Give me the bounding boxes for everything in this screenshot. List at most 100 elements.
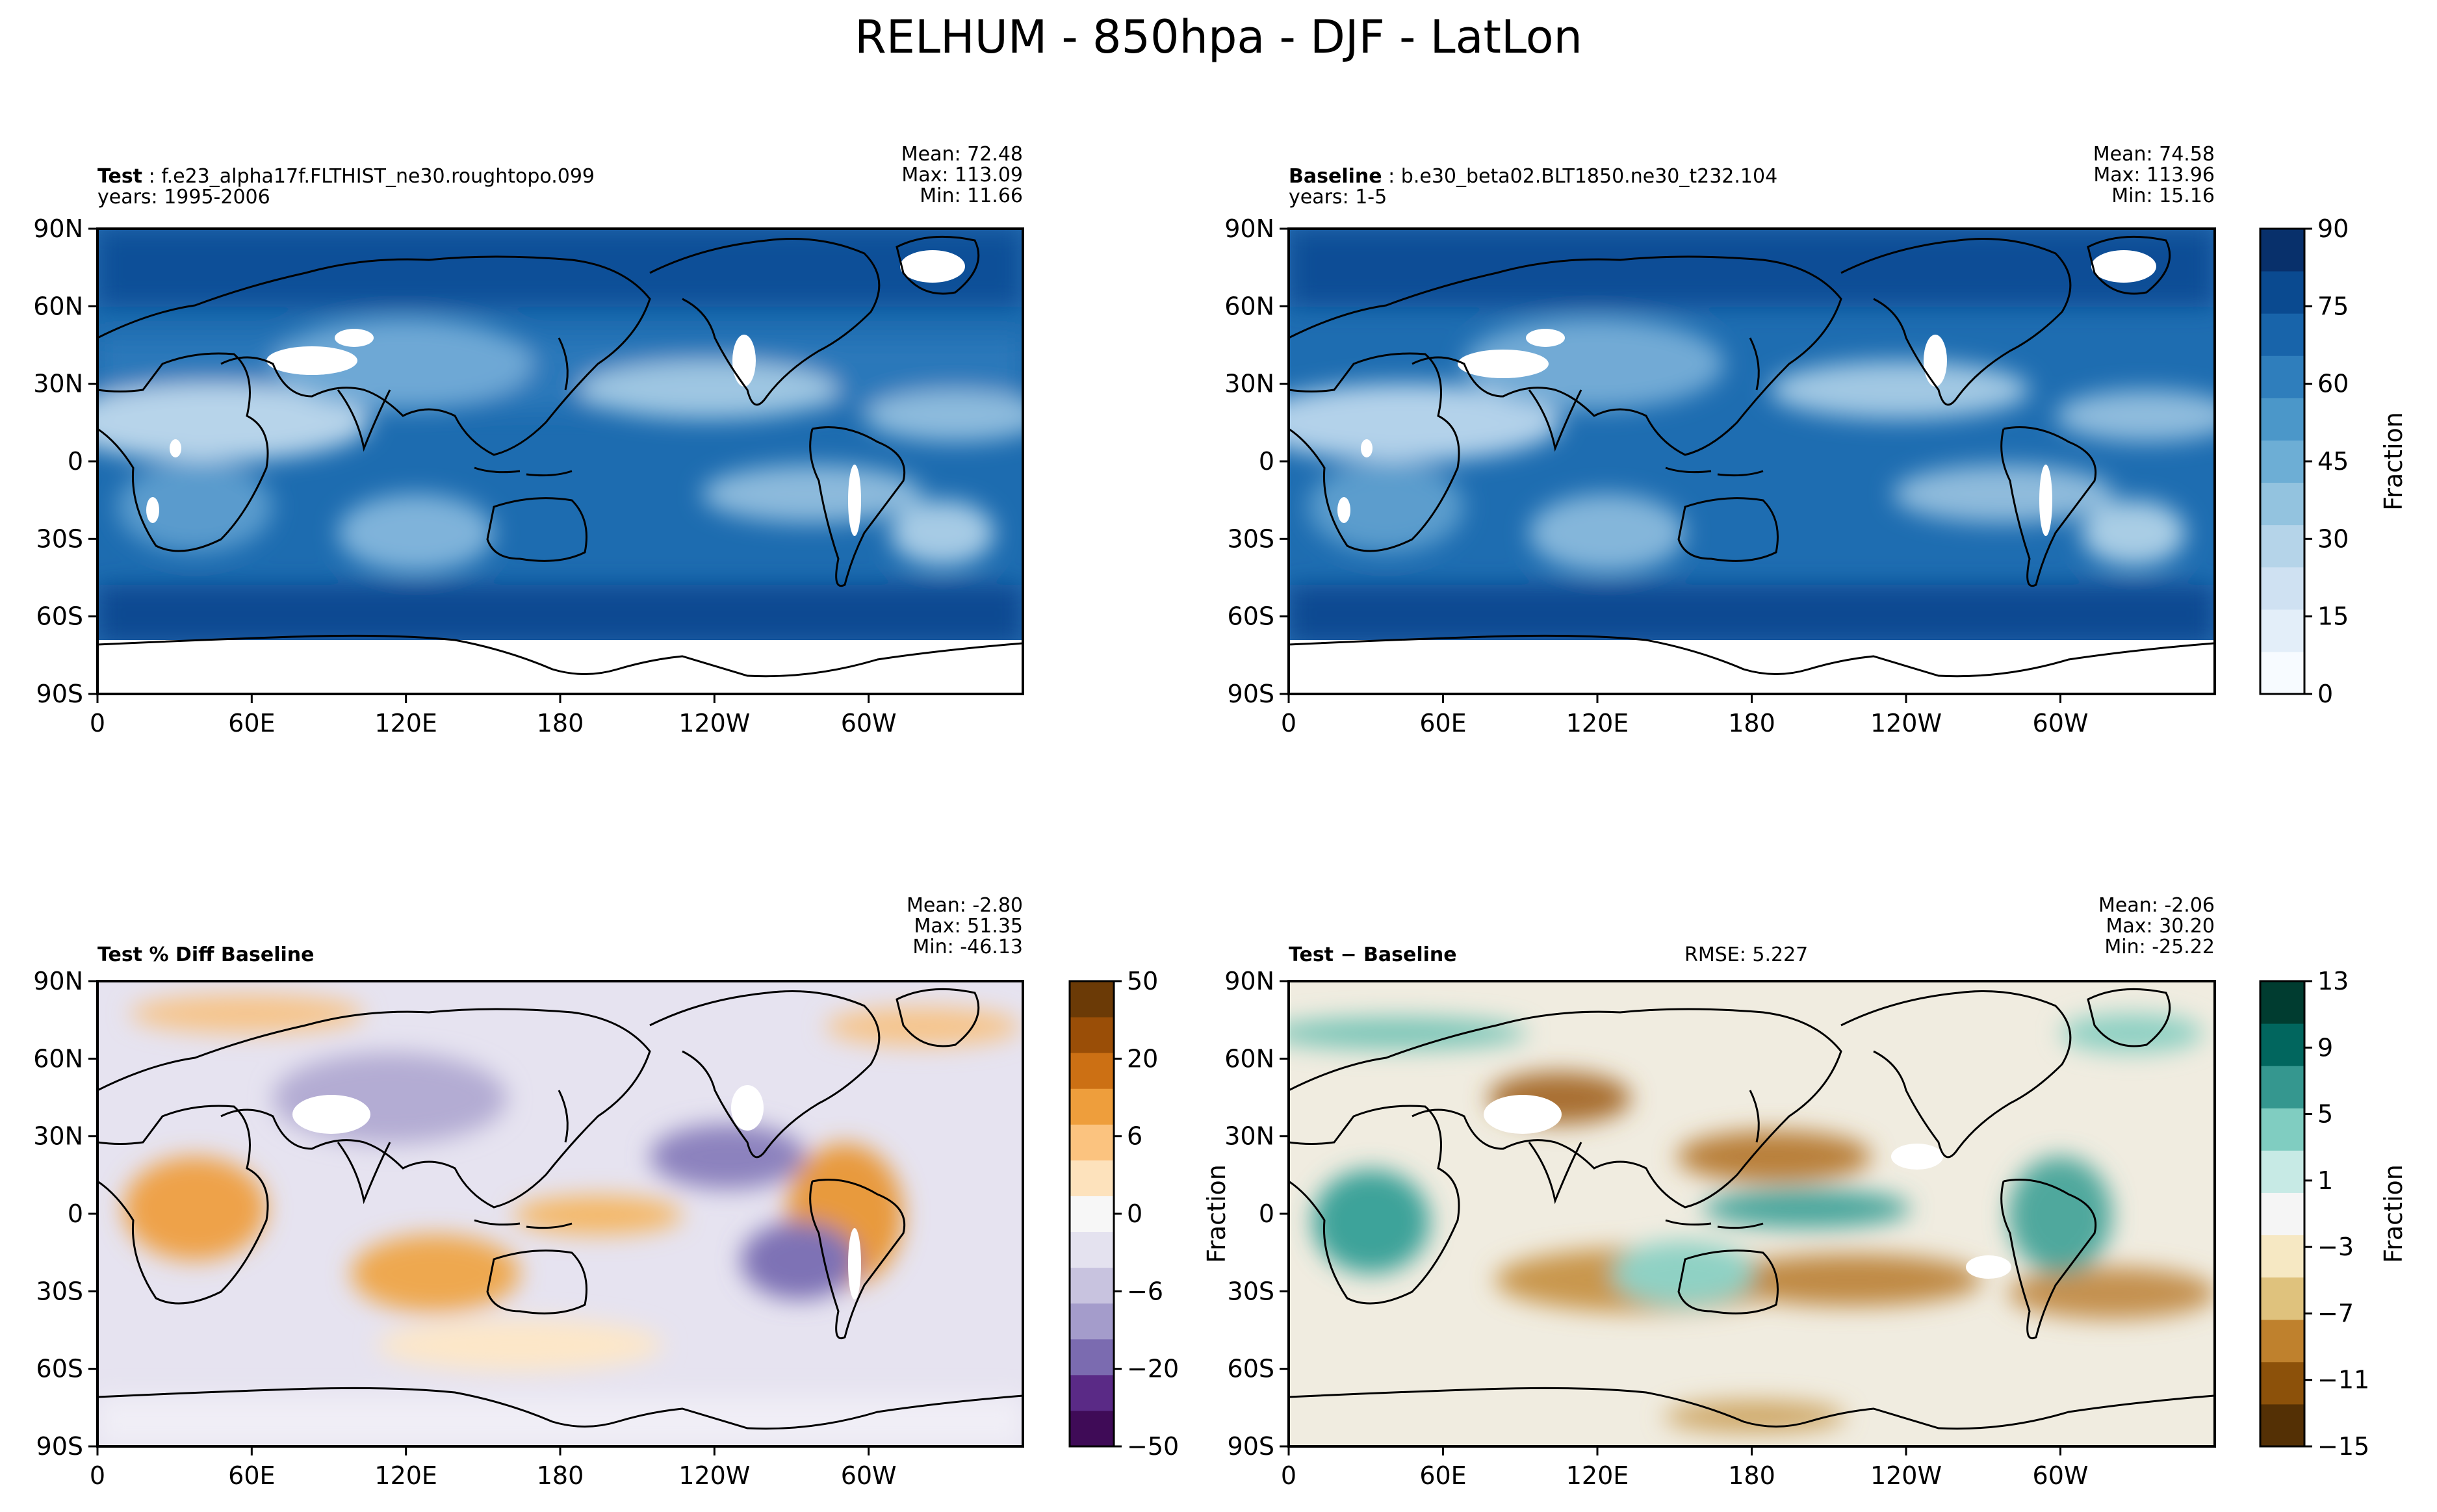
baseline-lon-tick-label: 120E xyxy=(1566,709,1629,737)
diff-colorbar-swatch xyxy=(2260,1192,2304,1236)
test-years: years: 1995-2006 xyxy=(97,186,270,209)
diff-mean: Mean: -2.06 xyxy=(2098,894,2215,917)
abs-colorbar-tick-label: 75 xyxy=(2317,292,2349,320)
baseline-max: Max: 113.96 xyxy=(2093,164,2215,186)
abs-colorbar-swatch xyxy=(2260,609,2304,652)
diff-colorbar-swatch xyxy=(2260,1403,2304,1447)
diff-lon-tick-label: 0 xyxy=(1281,1461,1296,1490)
pct-diff-lat-tick-label: 0 xyxy=(68,1199,83,1228)
pct-diff-lon-tick-label: 120E xyxy=(374,1461,437,1490)
pct-diff-lon-tick-label: 60W xyxy=(841,1461,897,1490)
pct-diff-lat-tick-label: 60N xyxy=(33,1044,83,1073)
test-lon-tick-label: 120E xyxy=(374,709,437,737)
diff-lat-tick-label: 30S xyxy=(1228,1277,1274,1305)
baseline-years: years: 1-5 xyxy=(1289,186,1387,209)
pct-colorbar-tick-label: 20 xyxy=(1127,1044,1158,1073)
pct-colorbar-swatch xyxy=(1070,981,1114,1018)
abs-colorbar-swatch xyxy=(2260,229,2304,272)
diff-ylabel: Fraction xyxy=(1202,1164,1231,1263)
pct-colorbar-tick-label: −20 xyxy=(1127,1355,1179,1383)
baseline-lon-tick-label: 60W xyxy=(2033,709,2089,737)
diff-lon-tick-label: 60W xyxy=(2033,1461,2089,1490)
pct-colorbar-swatch xyxy=(1070,1160,1114,1196)
test-lat-tick-label: 90S xyxy=(36,680,83,708)
test-lon-tick-label: 180 xyxy=(537,709,584,737)
pct-diff-map xyxy=(97,981,1023,1446)
pct-diff-lat-tick-label: 90S xyxy=(36,1432,83,1461)
test-lat-tick-label: 30N xyxy=(33,370,83,398)
pct-diff-max: Max: 51.35 xyxy=(914,915,1023,938)
pct-colorbar-swatch xyxy=(1070,1303,1114,1340)
baseline-lat-tick-label: 30S xyxy=(1228,524,1274,553)
diff-lat-tick-label: 60S xyxy=(1228,1355,1274,1383)
pct-colorbar-tick-label: −6 xyxy=(1127,1277,1163,1305)
pct-diff-label: Test % Diff Baseline xyxy=(97,943,315,966)
test-case-name: f.e23_alpha17f.FLTHIST_ne30.roughtopo.09… xyxy=(161,165,595,188)
diff-colorbar-label: Fraction xyxy=(2379,1164,2408,1263)
diff-colorbar-tick-label: 1 xyxy=(2317,1166,2333,1195)
diff-colorbar-tick-label: −15 xyxy=(2317,1432,2369,1461)
figure-title: RELHUM - 850hpa - DJF - LatLon xyxy=(855,10,1582,64)
abs-colorbar-swatch xyxy=(2260,567,2304,610)
pct-colorbar-swatch xyxy=(1070,1410,1114,1447)
diff-colorbar-swatch xyxy=(2260,1108,2304,1151)
baseline-lon-tick-label: 120W xyxy=(1870,709,1942,737)
test-lon-tick-label: 60W xyxy=(841,709,897,737)
abs-colorbar-tick-label: 45 xyxy=(2317,447,2349,476)
diff-colorbar-tick-label: 9 xyxy=(2317,1033,2333,1062)
pct-diff-mean: Mean: -2.80 xyxy=(906,894,1023,917)
abs-colorbar-tick-label: 90 xyxy=(2317,214,2349,243)
diff-label: Test − Baseline xyxy=(1289,943,1457,966)
test-lon-tick-label: 0 xyxy=(90,709,105,737)
test-lat-tick-label: 90N xyxy=(33,214,83,243)
baseline-lat-tick-label: 60S xyxy=(1228,602,1274,631)
abs-colorbar-swatch xyxy=(2260,440,2304,483)
pct-diff-lat-tick-label: 60S xyxy=(36,1355,83,1383)
baseline-lat-tick-label: 90S xyxy=(1228,680,1274,708)
diff-lon-tick-label: 60E xyxy=(1419,1461,1466,1490)
diff-colorbar-tick-label: 13 xyxy=(2317,967,2349,995)
diff-colorbar-swatch xyxy=(2260,981,2304,1024)
diff-colorbar-tick-label: 5 xyxy=(2317,1100,2333,1129)
pct-colorbar-tick-label: 0 xyxy=(1127,1199,1142,1228)
diff-stats: Mean: -2.06 Max: 30.20 Min: -25.22 xyxy=(2024,895,2215,958)
abs-colorbar-tick-label: 60 xyxy=(2317,370,2349,398)
abs-colorbar-swatch xyxy=(2260,482,2304,526)
baseline-case-name: b.e30_beta02.BLT1850.ne30_t232.104 xyxy=(1400,165,1778,188)
diff-colorbar-tick-label: −7 xyxy=(2317,1299,2354,1327)
pct-diff-header: Test % Diff Baseline xyxy=(97,945,315,966)
abs-colorbar-swatch xyxy=(2260,651,2304,695)
diff-map xyxy=(1289,981,2215,1446)
diff-lat-tick-label: 90S xyxy=(1228,1432,1274,1461)
abs-colorbar-swatch xyxy=(2260,398,2304,441)
diff-header: Test − Baseline xyxy=(1289,945,1457,966)
test-map xyxy=(97,229,1023,694)
diff-colorbar-tick-label: −3 xyxy=(2317,1233,2354,1261)
baseline-mean: Mean: 74.58 xyxy=(2093,143,2215,166)
pct-colorbar-tick-label: 50 xyxy=(1127,967,1158,995)
baseline-lon-tick-label: 180 xyxy=(1728,709,1775,737)
test-header: Test : f.e23_alpha17f.FLTHIST_ne30.rough… xyxy=(97,165,595,209)
pct-colorbar-swatch xyxy=(1070,1339,1114,1376)
diff-lon-tick-label: 180 xyxy=(1728,1461,1775,1490)
abs-colorbar-tick-label: 0 xyxy=(2317,680,2333,708)
pct-colorbar-tick-label: −50 xyxy=(1127,1432,1179,1461)
baseline-lon-tick-label: 60E xyxy=(1419,709,1466,737)
diff-colorbar-swatch xyxy=(2260,1066,2304,1108)
baseline-lat-tick-label: 60N xyxy=(1224,292,1274,320)
colorbar-diff: −15 −11 −7 −3 1 5 9 13 Fraction xyxy=(2259,967,2408,1461)
test-min: Min: 11.66 xyxy=(920,185,1023,207)
diff-colorbar-swatch xyxy=(2260,1277,2304,1320)
diff-max: Max: 30.20 xyxy=(2106,915,2215,938)
diff-lon-tick-label: 120W xyxy=(1870,1461,1942,1490)
test-lat-tick-label: 60N xyxy=(33,292,83,320)
abs-colorbar-swatch xyxy=(2260,313,2304,356)
pct-diff-lon-tick-label: 180 xyxy=(537,1461,584,1490)
diff-colorbar-swatch xyxy=(2260,1235,2304,1278)
diff-colorbar-swatch xyxy=(2260,1361,2304,1405)
diff-colorbar-swatch xyxy=(2260,1319,2304,1363)
diff-lat-tick-label: 30N xyxy=(1224,1122,1274,1151)
diff-colorbar-swatch xyxy=(2260,1023,2304,1066)
pct-diff-lat-tick-label: 30S xyxy=(36,1277,83,1305)
